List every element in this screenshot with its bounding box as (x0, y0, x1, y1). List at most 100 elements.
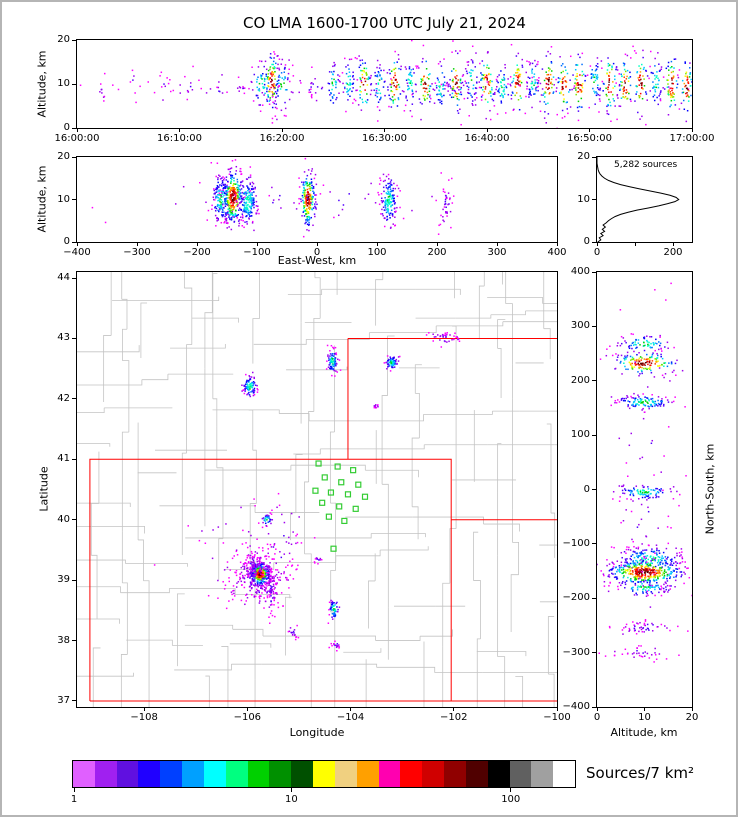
x-tick-mark (556, 707, 558, 711)
x-tick-mark (596, 707, 598, 711)
x-tick-mark (691, 128, 693, 132)
y-tick-mark (72, 700, 76, 702)
x-tick-label: 16:00:00 (54, 133, 100, 144)
x-tick-mark (281, 128, 283, 132)
ns-altitude-canvas (597, 272, 692, 707)
time-altitude-panel (76, 39, 693, 129)
x-tick-label: −102 (440, 712, 468, 723)
x-tick-label: −100 (243, 247, 271, 258)
x-tick-mark (556, 242, 558, 246)
map-canvas (77, 272, 557, 707)
y-tick-mark (592, 489, 596, 490)
ew-altitude-panel (76, 156, 558, 243)
y-tick-mark (592, 271, 596, 273)
x-tick-mark (384, 128, 385, 132)
colorbar-segment (116, 761, 139, 787)
y-tick-label: 44 (57, 272, 70, 284)
x-tick-mark (634, 242, 636, 246)
y-tick-label: 200 (570, 374, 590, 386)
y-tick-mark (72, 277, 76, 279)
x-tick-label: 10 (638, 712, 651, 723)
y-tick-label: 0 (583, 236, 590, 247)
colorbar-segment (247, 761, 270, 787)
colorbar-segment (444, 761, 466, 787)
colorbar-segment (400, 761, 423, 787)
x-tick-label: 16:30:00 (362, 133, 407, 144)
y-tick-label: 39 (57, 574, 70, 586)
x-tick-mark (691, 707, 693, 711)
colorbar-segment (225, 761, 248, 787)
x-tick-mark (453, 707, 455, 711)
y-tick-label: 300 (570, 320, 590, 332)
x-tick-label: 0 (593, 712, 601, 723)
x-tick-mark (376, 242, 378, 246)
y-tick-mark (72, 640, 76, 642)
y-tick-label: 10 (57, 78, 70, 89)
colorbar-segment (269, 761, 292, 787)
x-tick-label: 300 (487, 247, 507, 258)
x-axis-label-altitude-ns: Altitude, km (610, 726, 678, 739)
x-tick-label: 200 (663, 247, 683, 258)
y-axis-label-north-south: North-South, km (703, 443, 717, 535)
y-tick-mark (72, 156, 76, 158)
colorbar (72, 760, 576, 788)
y-tick-mark (72, 199, 76, 200)
y-tick-mark (72, 127, 76, 129)
x-tick-mark (76, 128, 78, 132)
x-axis-label-east-west: East-West, km (277, 254, 357, 267)
x-tick-mark (256, 242, 258, 246)
y-tick-mark (72, 458, 76, 460)
colorbar-segment (422, 761, 445, 787)
x-tick-mark (179, 128, 180, 132)
ns-altitude-panel (596, 271, 693, 708)
y-tick-mark (592, 597, 596, 599)
x-tick-label: 16:40:00 (464, 133, 510, 144)
x-tick-label: −108 (130, 712, 158, 723)
colorbar-tick-label: 100 (501, 794, 521, 805)
x-tick-label: 16:10:00 (157, 133, 202, 144)
colorbar-segment (138, 761, 161, 787)
x-tick-mark (644, 707, 645, 711)
y-tick-mark (72, 83, 76, 85)
x-tick-label: 0 (313, 247, 321, 258)
y-tick-mark (592, 434, 596, 436)
y-tick-label: 400 (570, 266, 590, 277)
y-tick-mark (72, 241, 76, 243)
x-tick-label: 400 (547, 247, 567, 258)
x-tick-label: −400 (63, 247, 91, 258)
x-tick-label: 100 (367, 247, 387, 258)
colorbar-segment (356, 761, 379, 787)
y-tick-label: 10 (57, 193, 70, 205)
x-tick-mark (436, 242, 438, 246)
x-tick-mark (589, 128, 590, 132)
y-axis-label-latitude: Latitude (37, 466, 51, 512)
y-tick-label: −300 (562, 646, 590, 658)
colorbar-segment (291, 761, 314, 787)
y-tick-mark (592, 380, 596, 382)
y-tick-mark (72, 39, 76, 41)
altitude-histogram-panel (596, 156, 693, 243)
figure-title: CO LMA 1600-1700 UTC July 21, 2024 (243, 14, 526, 32)
x-tick-label: 200 (427, 247, 447, 258)
x-axis-label-longitude: Longitude (289, 726, 345, 739)
colorbar-segment (531, 761, 554, 787)
y-tick-mark (592, 652, 596, 654)
colorbar-segment (313, 761, 335, 787)
x-tick-label: 20 (685, 712, 699, 723)
colorbar-tick-mark (290, 788, 292, 792)
x-tick-label: −100 (543, 712, 571, 723)
y-tick-mark (592, 156, 596, 158)
y-tick-label: 0 (63, 122, 70, 133)
x-tick-mark (316, 242, 318, 246)
y-tick-mark (592, 325, 596, 327)
y-tick-label: 10 (577, 193, 590, 205)
y-tick-mark (72, 519, 76, 521)
y-tick-mark (592, 543, 596, 545)
x-tick-label: 17:00:00 (669, 133, 715, 144)
x-tick-label: 16:20:00 (259, 133, 305, 144)
y-tick-label: 20 (57, 34, 70, 45)
y-tick-label: −100 (562, 537, 590, 549)
colorbar-tick-label: 10 (284, 794, 298, 805)
map-panel (76, 271, 558, 708)
